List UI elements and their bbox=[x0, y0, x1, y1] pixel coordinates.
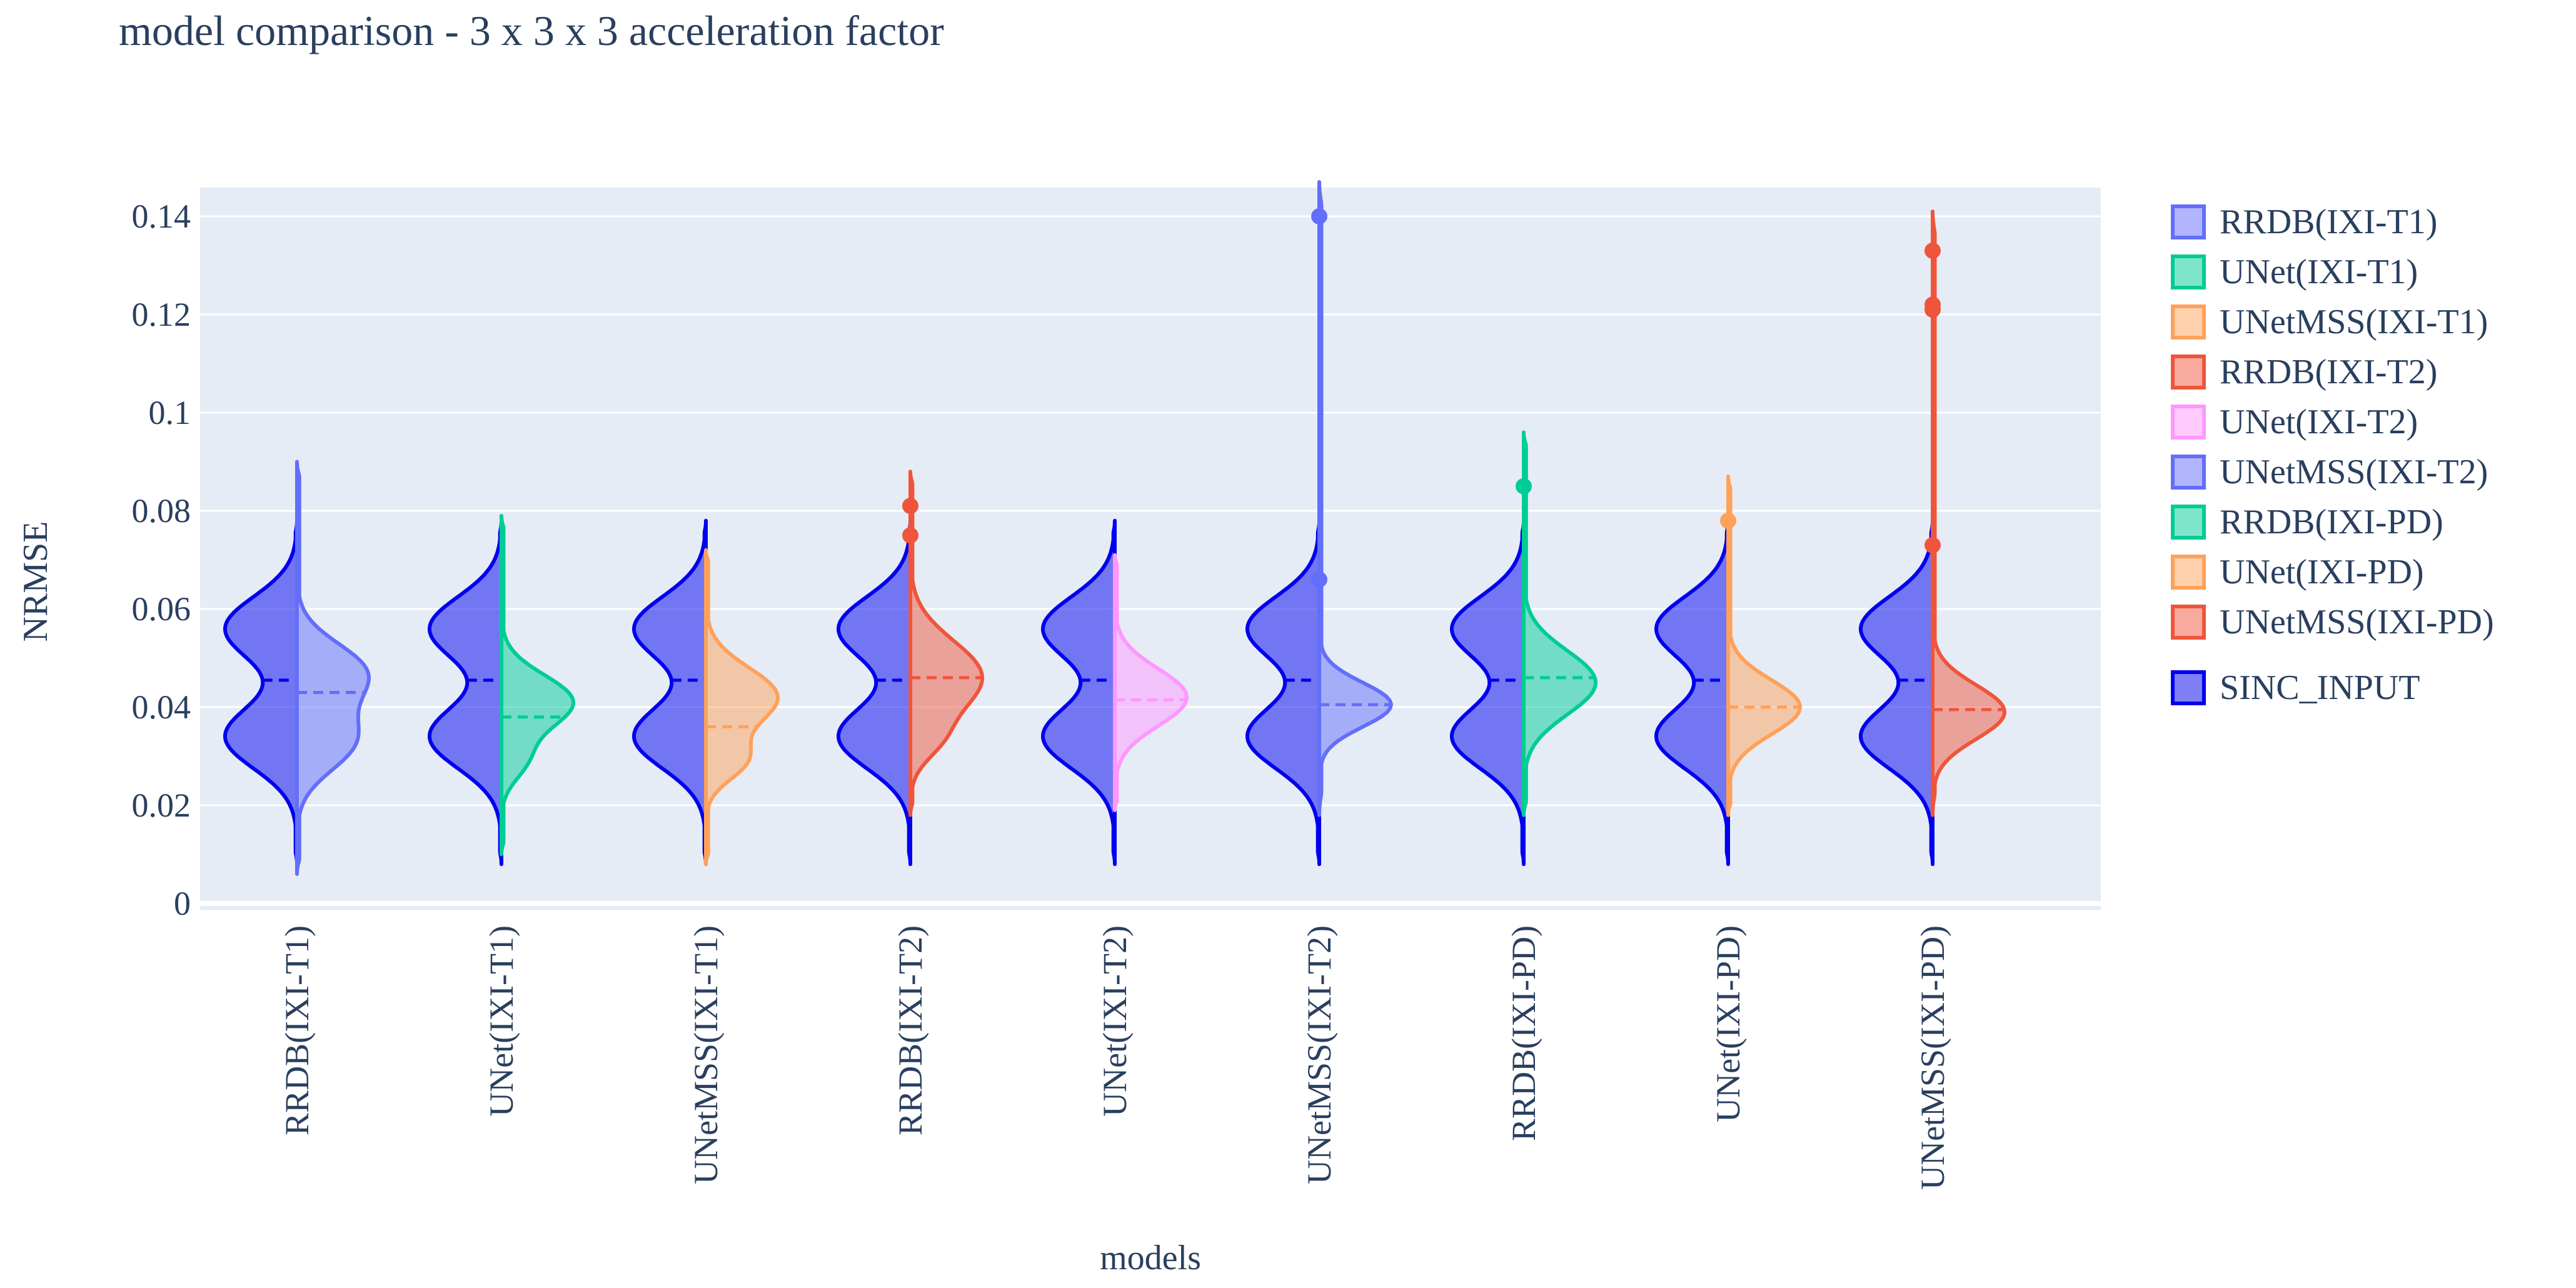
violin-1[interactable] bbox=[223, 460, 371, 876]
y-tick-label: 0.08 bbox=[132, 492, 191, 530]
x-tick-label: RRDB(IXI-T1) bbox=[278, 925, 316, 1135]
legend-swatch bbox=[2171, 204, 2206, 239]
legend-item[interactable]: SINC_INPUT bbox=[2171, 668, 2420, 707]
y-tick-label: 0 bbox=[174, 885, 191, 922]
x-tick-label: RRDB(IXI-PD) bbox=[1505, 925, 1542, 1141]
y-tick-label: 0.04 bbox=[132, 688, 191, 726]
x-tick-label: RRDB(IXI-T2) bbox=[892, 925, 929, 1135]
y-tick-label: 0.06 bbox=[132, 590, 191, 628]
legend-label: UNetMSS(IXI-PD) bbox=[2220, 603, 2494, 641]
outlier-point[interactable] bbox=[902, 498, 918, 515]
x-tick-label: UNetMSS(IXI-T2) bbox=[1301, 925, 1338, 1184]
legend-label: SINC_INPUT bbox=[2220, 668, 2420, 707]
legend-item[interactable]: RRDB(IXI-T2) bbox=[2171, 353, 2437, 391]
x-tick-label: UNet(IXI-T2) bbox=[1096, 925, 1134, 1117]
violin-3[interactable] bbox=[632, 518, 780, 867]
outlier-point[interactable] bbox=[902, 527, 918, 544]
violin-4[interactable] bbox=[837, 470, 984, 867]
outlier-point[interactable] bbox=[1311, 571, 1327, 588]
outlier-point[interactable] bbox=[1924, 301, 1941, 318]
legend-item[interactable]: UNetMSS(IXI-T1) bbox=[2171, 303, 2488, 341]
legend-swatch bbox=[2171, 670, 2206, 705]
legend-label: UNetMSS(IXI-T2) bbox=[2220, 453, 2488, 491]
legend-item[interactable]: UNetMSS(IXI-PD) bbox=[2171, 603, 2494, 641]
model-half-violin[interactable] bbox=[1726, 475, 1802, 817]
outlier-point[interactable] bbox=[1720, 512, 1736, 529]
y-tick-label: 0.12 bbox=[132, 296, 191, 333]
legend-swatch bbox=[2171, 304, 2206, 340]
violin-9[interactable] bbox=[1859, 209, 2006, 867]
model-half-violin[interactable] bbox=[295, 460, 371, 876]
legend-label: UNet(IXI-PD) bbox=[2220, 553, 2424, 591]
baseline-half-violin[interactable] bbox=[632, 518, 708, 867]
legend-item[interactable]: UNet(IXI-PD) bbox=[2171, 553, 2424, 591]
legend-label: RRDB(IXI-T1) bbox=[2220, 203, 2437, 241]
legend-swatch bbox=[2171, 254, 2206, 289]
violin-7[interactable] bbox=[1450, 430, 1597, 867]
x-tick-label: UNetMSS(IXI-T1) bbox=[687, 925, 725, 1184]
legend-swatch bbox=[2171, 555, 2206, 590]
baseline-half-violin[interactable] bbox=[1245, 518, 1321, 867]
y-axis-title: NRMSE bbox=[16, 521, 55, 642]
model-half-violin[interactable] bbox=[908, 470, 984, 817]
legend-item[interactable]: UNetMSS(IXI-T2) bbox=[2171, 453, 2488, 491]
y-tick-label: 0.14 bbox=[132, 198, 191, 235]
plot-area-background bbox=[200, 188, 2101, 910]
legend[interactable]: RRDB(IXI-T1) UNet(IXI-T1) UNetMSS(IXI-T1) R… bbox=[2171, 203, 2494, 707]
legend-item[interactable]: RRDB(IXI-T1) bbox=[2171, 203, 2437, 241]
chart-title: model comparison - 3 x 3 x 3 acceleratio… bbox=[119, 7, 944, 54]
legend-label: RRDB(IXI-PD) bbox=[2220, 503, 2443, 541]
model-half-violin[interactable] bbox=[1113, 553, 1189, 812]
model-half-violin[interactable] bbox=[1317, 180, 1393, 817]
baseline-half-violin[interactable] bbox=[1041, 518, 1117, 867]
baseline-half-violin[interactable] bbox=[1450, 518, 1526, 867]
legend-item[interactable]: UNet(IXI-T1) bbox=[2171, 253, 2418, 291]
y-tick-label: 0.02 bbox=[132, 787, 191, 824]
violin-5[interactable] bbox=[1041, 518, 1189, 867]
violin-2[interactable] bbox=[428, 513, 575, 867]
legend-label: RRDB(IXI-T2) bbox=[2220, 353, 2437, 391]
y-axis-ticks: 0 0.02 0.04 0.06 0.08 0.1 0.12 0.14 bbox=[132, 198, 191, 922]
legend-item[interactable]: RRDB(IXI-PD) bbox=[2171, 503, 2443, 541]
baseline-half-violin[interactable] bbox=[1859, 518, 1935, 867]
model-half-violin[interactable] bbox=[704, 548, 780, 867]
baseline-half-violin[interactable] bbox=[1654, 518, 1730, 867]
legend-swatch bbox=[2171, 355, 2206, 390]
legend-swatch bbox=[2171, 405, 2206, 440]
outlier-point[interactable] bbox=[1311, 208, 1327, 224]
outlier-point[interactable] bbox=[1924, 242, 1941, 259]
baseline-half-violin[interactable] bbox=[428, 518, 503, 867]
model-half-violin[interactable] bbox=[1522, 430, 1597, 817]
legend-swatch bbox=[2171, 505, 2206, 540]
model-half-violin[interactable] bbox=[500, 513, 575, 857]
violin-6[interactable] bbox=[1245, 180, 1393, 867]
violin-8[interactable] bbox=[1654, 475, 1802, 867]
legend-label: UNet(IXI-T1) bbox=[2220, 253, 2418, 291]
outlier-point[interactable] bbox=[1516, 478, 1532, 495]
legend-label: UNetMSS(IXI-T1) bbox=[2220, 303, 2488, 341]
x-axis-ticks: RRDB(IXI-T1) UNet(IXI-T1) UNetMSS(IXI-T1) R… bbox=[278, 925, 1951, 1190]
outlier-point[interactable] bbox=[1924, 536, 1941, 553]
x-tick-label: UNet(IXI-PD) bbox=[1709, 925, 1747, 1122]
legend-label: UNet(IXI-T2) bbox=[2220, 403, 2418, 441]
legend-item[interactable]: UNet(IXI-T2) bbox=[2171, 403, 2418, 441]
legend-swatch bbox=[2171, 605, 2206, 640]
baseline-half-violin[interactable] bbox=[837, 518, 912, 867]
y-tick-label: 0.1 bbox=[149, 394, 191, 431]
x-axis-title: models bbox=[1100, 1239, 1201, 1277]
baseline-half-violin[interactable] bbox=[223, 518, 299, 867]
x-tick-label: UNet(IXI-T1) bbox=[483, 925, 520, 1117]
x-tick-label: UNetMSS(IXI-PD) bbox=[1914, 925, 1951, 1190]
violins bbox=[223, 180, 2006, 876]
legend-swatch bbox=[2171, 455, 2206, 490]
